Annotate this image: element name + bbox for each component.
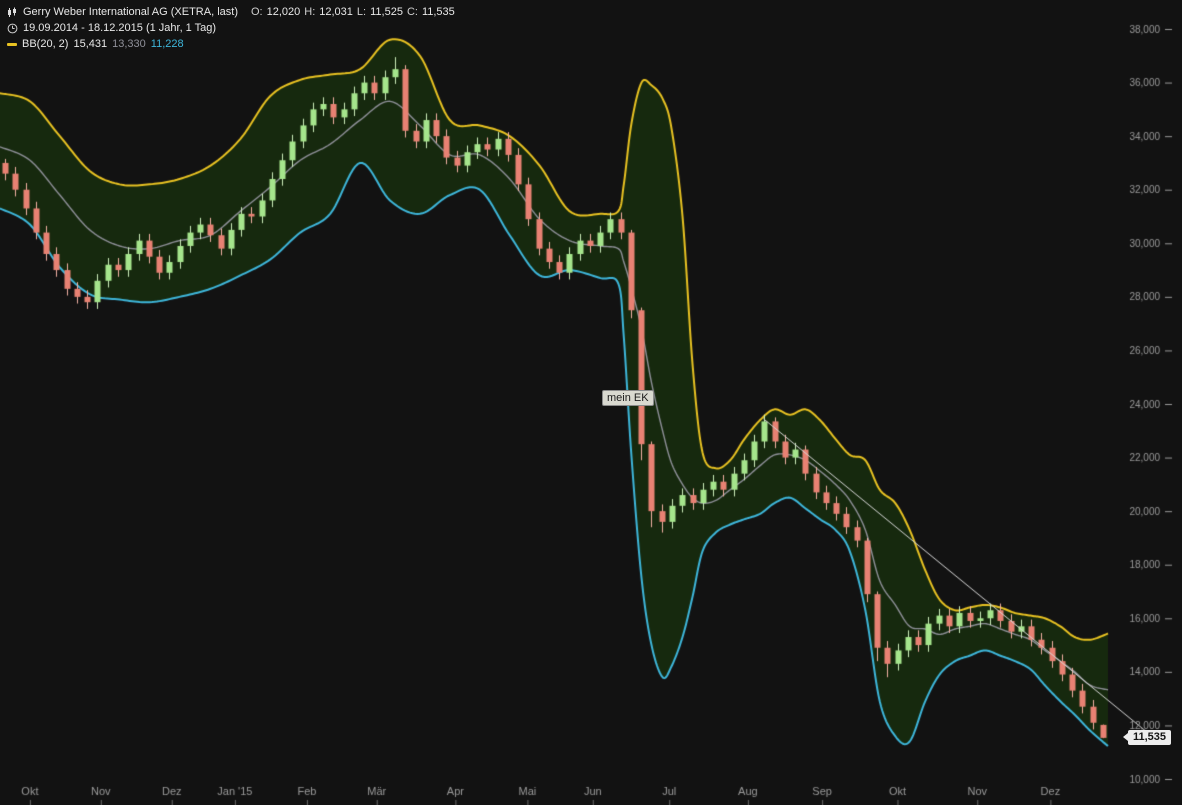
bb-legend-swatch [7,42,17,46]
close-label: C: [406,6,418,18]
instrument-line: Gerry Weber International AG (XETRA, las… [7,4,455,20]
clock-icon [7,23,18,33]
date-range: 19.09.2014 - 18.12.2015 (1 Jahr, 1 Tag) [23,22,217,34]
instrument-title: Gerry Weber International AG (XETRA, las… [23,6,238,18]
high-value: 12,031 [319,6,353,18]
annotation-mein-ek[interactable]: mein EK [602,390,654,406]
last-price-tag: 11,535 [1122,730,1172,745]
open-label: O: [250,6,263,18]
high-label: H: [304,6,316,18]
indicator-legend[interactable]: BB(20, 2) 15,431 13,330 11,228 [7,36,455,52]
bb-middle-value: 13,330 [112,38,146,50]
bb-indicator-name: BB(20, 2) [22,38,69,50]
date-range-line: 19.09.2014 - 18.12.2015 (1 Jahr, 1 Tag) [7,20,455,36]
low-value: 11,525 [370,6,403,18]
bb-upper-value: 15,431 [73,38,108,50]
open-value: 12,020 [266,6,301,18]
close-value: 11,535 [421,6,455,18]
candlestick-icon [8,7,16,17]
low-label: L: [356,6,367,18]
ohlc-readout: O: 12,020 H: 12,031 L: 11,525 C: 11,535 [251,6,455,18]
chart-header: Gerry Weber International AG (XETRA, las… [7,4,455,52]
bb-lower-value: 11,228 [150,38,184,50]
